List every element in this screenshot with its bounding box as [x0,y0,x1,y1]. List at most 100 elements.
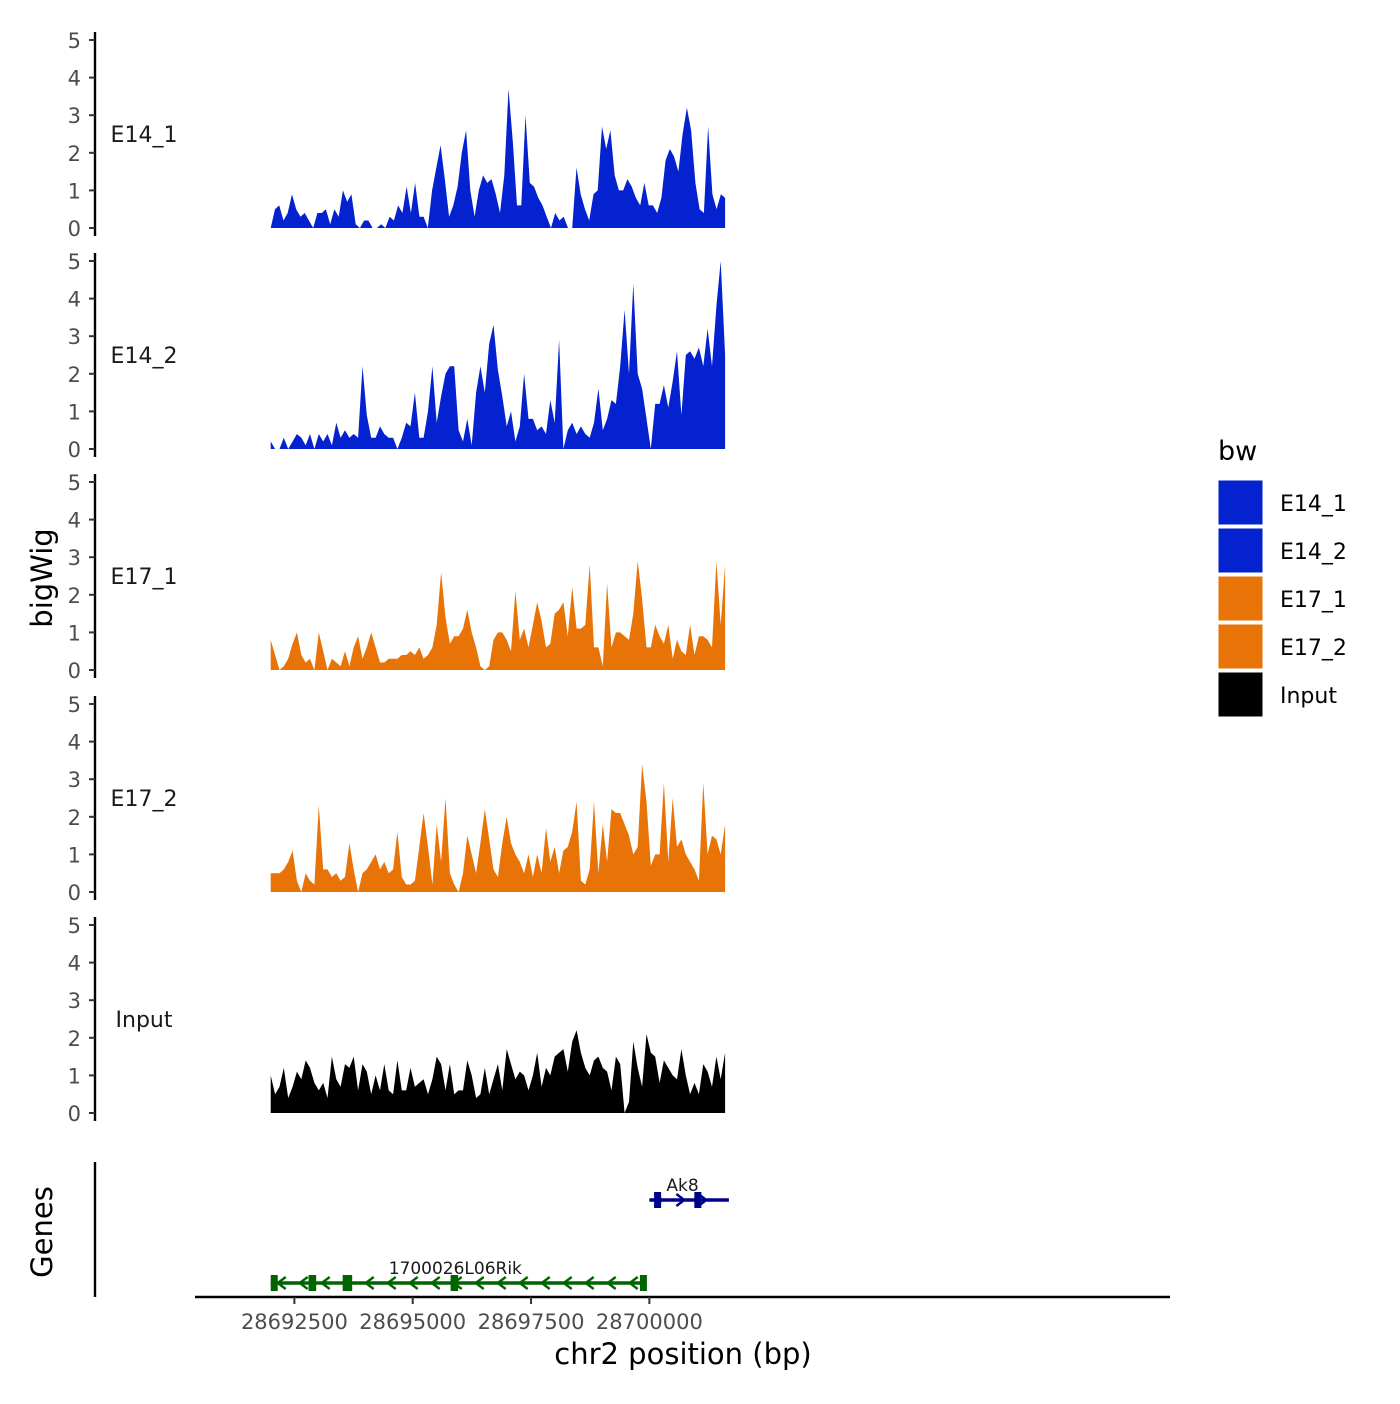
strand-arrow [561,1276,573,1290]
legend: bw E14_1 E14_2 E17_1 E17_2 Input [1217,436,1347,718]
strand-arrow [517,1276,529,1290]
strand-arrow [675,1193,687,1207]
strand-arrow [583,1276,595,1290]
y-tick-label: 3 [68,768,81,792]
legend-label: E17_1 [1280,588,1347,613]
y-tick-label: 3 [68,104,81,128]
x-axis: 28692500 28695000 28697500 28700000 [195,1295,1170,1334]
signal-area-e14_2 [270,261,726,449]
strand-arrow [407,1276,419,1290]
strand-arrow [539,1276,551,1290]
y-tick-label: 5 [68,471,81,495]
x-tick-label: 28695000 [359,1310,466,1334]
y-tick-label: 5 [68,693,81,717]
signal-panels: 0 1 2 3 4 5 E14_1 0 1 2 3 4 5 E14_2 0 1 2 3 4 5 E17_1 0 1 2 3 4 5 E… [68,29,726,1126]
signal-area-e17_2 [270,764,726,892]
track-label: E14_1 [111,123,178,148]
genes-track-label: Genes [25,1186,59,1278]
gene-label: 1700026L06Rik [389,1259,522,1279]
strand-arrow [627,1276,639,1290]
y-tick-label: 2 [68,363,81,387]
signal-area-input [270,1030,726,1113]
legend-item-e14_1: E14_1 [1217,479,1347,526]
track-label: E14_2 [111,344,178,369]
gene-1700026l06rik: 1700026L06Rik [270,1259,647,1291]
y-tick-label: 0 [68,438,81,462]
x-tick-label: 28697500 [478,1310,585,1334]
y-tick-label: 1 [68,621,81,645]
legend-swatch [1217,575,1264,622]
exon [308,1275,317,1291]
strand-arrow [297,1276,309,1290]
track-panel-e17_2: 0 1 2 3 4 5 E17_2 [68,693,726,905]
exon [342,1275,353,1291]
y-tick-label: 3 [68,325,81,349]
legend-item-e17_2: E17_2 [1217,623,1347,670]
strand-arrow [363,1276,375,1290]
x-axis-label: chr2 position (bp) [554,1337,811,1371]
strand-arrow [605,1276,617,1290]
exon [450,1275,459,1291]
track-panel-e14_1: 0 1 2 3 4 5 E14_1 [68,29,726,241]
y-tick-label: 1 [68,1064,81,1088]
y-tick-label: 5 [68,914,81,938]
track-panel-e14_2: 0 1 2 3 4 5 E14_2 [68,250,726,462]
legend-swatch [1217,479,1264,526]
signal-area-e17_1 [270,561,726,670]
signal-area-e14_1 [270,88,726,229]
y-tick-label: 5 [68,29,81,53]
track-panel-input: 0 1 2 3 4 5 Input [68,914,726,1126]
y-tick-label: 3 [68,989,81,1013]
legend-swatch [1217,623,1264,670]
y-tick-label: 5 [68,250,81,274]
track-panel-e17_1: 0 1 2 3 4 5 E17_1 [68,471,726,683]
track-label: E17_2 [111,787,178,812]
genes-track: Ak8 1700026L06Rik [93,1162,729,1297]
y-tick-label: 0 [68,881,81,905]
y-tick-label: 2 [68,584,81,608]
legend-label: Input [1280,684,1337,709]
y-tick-label: 3 [68,546,81,570]
exon [270,1275,278,1291]
legend-swatch [1217,671,1264,718]
gene-label: Ak8 [666,1176,698,1196]
x-tick-label: 28692500 [241,1310,348,1334]
strand-arrow [429,1276,441,1290]
y-tick-label: 0 [68,1102,81,1126]
legend-title: bw [1218,436,1257,467]
y-tick-label: 1 [68,400,81,424]
strand-arrow [385,1276,397,1290]
legend-item-e14_2: E14_2 [1217,527,1347,574]
legend-label: E14_2 [1280,540,1347,565]
legend-item-e17_1: E17_1 [1217,575,1347,622]
gene-ak8: Ak8 [649,1176,729,1208]
y-tick-label: 4 [68,952,81,976]
exon [694,1192,702,1208]
track-label: E17_1 [111,565,178,590]
legend-label: E14_1 [1280,492,1347,517]
y-tick-label: 4 [68,288,81,312]
exon [639,1275,647,1291]
strand-arrow [319,1276,331,1290]
y-tick-label: 4 [68,731,81,755]
y-tick-label: 0 [68,659,81,683]
legend-item-input: Input [1217,671,1337,718]
y-tick-label: 1 [68,179,81,203]
legend-label: E17_2 [1280,636,1347,661]
y-tick-label: 4 [68,509,81,533]
y-tick-label: 1 [68,843,81,867]
y-axis-label: bigWig [25,528,59,627]
y-tick-label: 2 [68,1027,81,1051]
strand-arrow [495,1276,507,1290]
exon [654,1192,662,1208]
x-tick-label: 28700000 [596,1310,703,1334]
y-tick-label: 4 [68,67,81,91]
track-label: Input [116,1008,173,1033]
y-tick-label: 2 [68,142,81,166]
strand-arrow [473,1276,485,1290]
y-tick-label: 0 [68,217,81,241]
legend-swatch [1217,527,1264,574]
y-tick-label: 2 [68,806,81,830]
